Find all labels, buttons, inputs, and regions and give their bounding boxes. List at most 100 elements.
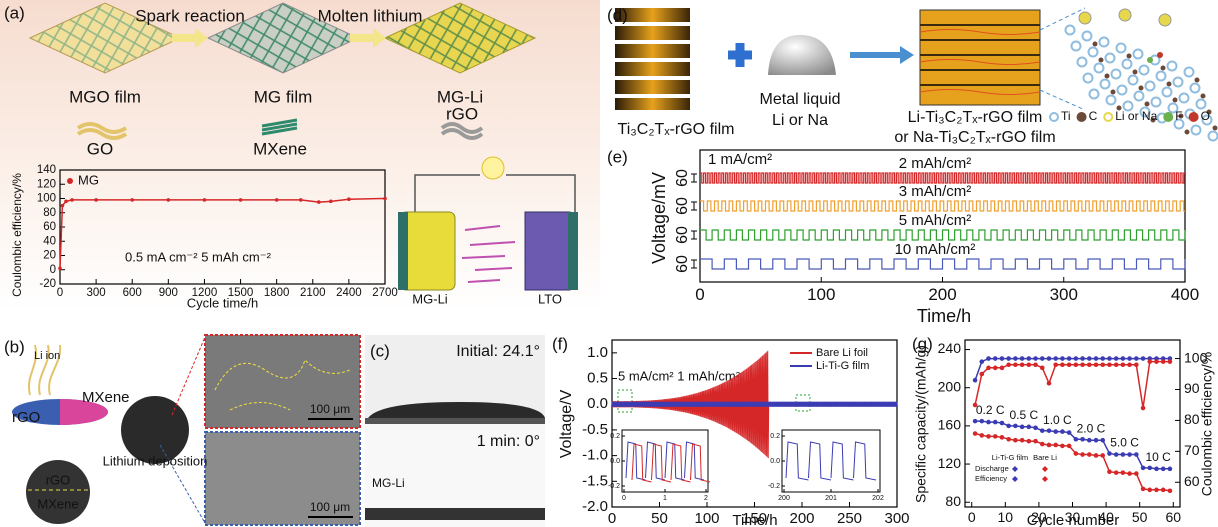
y-tick-label: 100 xyxy=(37,193,56,205)
rate-label: 5.0 C xyxy=(1110,436,1139,450)
atom xyxy=(1118,86,1127,95)
atom xyxy=(1105,74,1110,79)
material-label: or Na-Ti₃C₂Tₓ-rGO film xyxy=(894,129,1055,146)
atom xyxy=(1117,44,1126,53)
x-tick-label: 2100 xyxy=(300,287,326,299)
inset-tick-label: 0 xyxy=(622,495,626,502)
data-point xyxy=(299,198,303,202)
data-point xyxy=(1087,438,1092,443)
atom xyxy=(1066,26,1075,35)
film-label: MGO film xyxy=(69,87,141,106)
substrate xyxy=(365,418,545,424)
connector xyxy=(172,337,205,415)
atom xyxy=(1135,92,1144,101)
data-point xyxy=(1134,362,1139,367)
data-point xyxy=(1047,428,1052,433)
atom xyxy=(1127,54,1132,59)
legend-label: Efficiency xyxy=(975,474,1007,483)
atom xyxy=(1157,72,1166,81)
atom xyxy=(1106,54,1115,63)
liquid-metal xyxy=(768,35,836,75)
y-tick-label: -20 xyxy=(39,278,56,290)
legend-marker xyxy=(1104,113,1112,121)
data-point xyxy=(1074,451,1079,456)
film-label: MG film xyxy=(254,87,313,106)
y-axis-title: Voltage/V xyxy=(558,389,575,458)
data-point xyxy=(70,198,74,202)
x-axis-title: Cycle time/h xyxy=(187,295,259,310)
data-point xyxy=(1006,437,1011,442)
data-point xyxy=(1053,429,1058,434)
legend-marker xyxy=(1078,113,1086,121)
data-point xyxy=(1067,444,1072,449)
data-point xyxy=(1114,452,1119,457)
data-point xyxy=(973,419,978,424)
data-point xyxy=(993,434,998,439)
data-point xyxy=(1074,356,1079,361)
annotation: rGO xyxy=(12,409,40,426)
data-point xyxy=(203,198,207,202)
rate-label: 2.0 C xyxy=(1077,421,1106,435)
y-axis-title: Coulombic efficiency/% xyxy=(10,173,24,297)
atom xyxy=(1145,102,1150,107)
inset-tick-label: 200 xyxy=(778,495,790,502)
plus xyxy=(728,43,752,67)
legend-marker xyxy=(1042,476,1048,482)
atom xyxy=(1185,130,1190,135)
rate-label: 0.5 C xyxy=(1009,408,1038,422)
data-point xyxy=(1013,424,1018,429)
data-line xyxy=(975,359,1170,381)
atom xyxy=(1174,78,1183,87)
data-point xyxy=(1141,356,1146,361)
data-point xyxy=(167,198,171,202)
data-point xyxy=(1033,425,1038,430)
data-point xyxy=(1094,438,1099,443)
data-point xyxy=(986,434,991,439)
data-point xyxy=(1100,356,1105,361)
atom xyxy=(1161,66,1166,71)
annotation: Lithium deposition xyxy=(103,453,208,468)
data-point xyxy=(1053,443,1058,448)
x-tick-label: 100 xyxy=(694,510,719,527)
x-tick-label: 300 xyxy=(884,510,909,527)
y-tick-label: 160 xyxy=(938,417,962,433)
legend-label: O xyxy=(1201,109,1210,123)
atom xyxy=(1129,76,1138,85)
inset-tick-label: 0.2 xyxy=(610,433,620,440)
data-point xyxy=(317,200,321,204)
y-tick-label: -1.0 xyxy=(582,447,608,464)
x-tick-label: 250 xyxy=(837,510,862,527)
data-point xyxy=(1134,471,1139,476)
atom xyxy=(1180,94,1189,103)
y-tick-label: 0 xyxy=(50,264,56,276)
data-point xyxy=(1006,424,1011,429)
data-point xyxy=(1127,471,1132,476)
atom xyxy=(1078,58,1087,67)
atom xyxy=(1107,96,1116,105)
legend-label: MG xyxy=(78,172,99,187)
atom xyxy=(1133,70,1138,75)
material-label: Li-Ti₃C₂Tₓ-rGO film xyxy=(908,109,1043,126)
inset-tick-label: 202 xyxy=(872,495,884,502)
step-label: Molten lithium xyxy=(318,6,423,25)
y2-tick-label: 60 xyxy=(1184,473,1200,489)
figure: (a)Spark reactionMolten lithiumMGO filmM… xyxy=(0,0,1218,527)
atom xyxy=(1167,82,1172,87)
y-tick-label: 1.0 xyxy=(587,344,608,361)
arrow xyxy=(850,46,914,64)
y-axis-title: Specific capacity/(mAh/g) xyxy=(913,345,929,503)
data-point xyxy=(1027,356,1032,361)
data-point xyxy=(1100,438,1105,443)
x-tick-label: 300 xyxy=(87,287,106,299)
series-label: 5 mAh/cm² xyxy=(899,212,972,229)
data-point xyxy=(1060,362,1065,367)
inset-tick-label: 0.0 xyxy=(770,458,780,465)
legend-marker xyxy=(67,178,73,184)
data-point xyxy=(1141,466,1146,471)
data-point xyxy=(979,359,984,364)
data-point xyxy=(1121,452,1126,457)
data-point xyxy=(61,204,65,208)
annotation: MG-Li xyxy=(372,476,405,490)
data-point xyxy=(1033,356,1038,361)
data-point xyxy=(1134,452,1139,457)
